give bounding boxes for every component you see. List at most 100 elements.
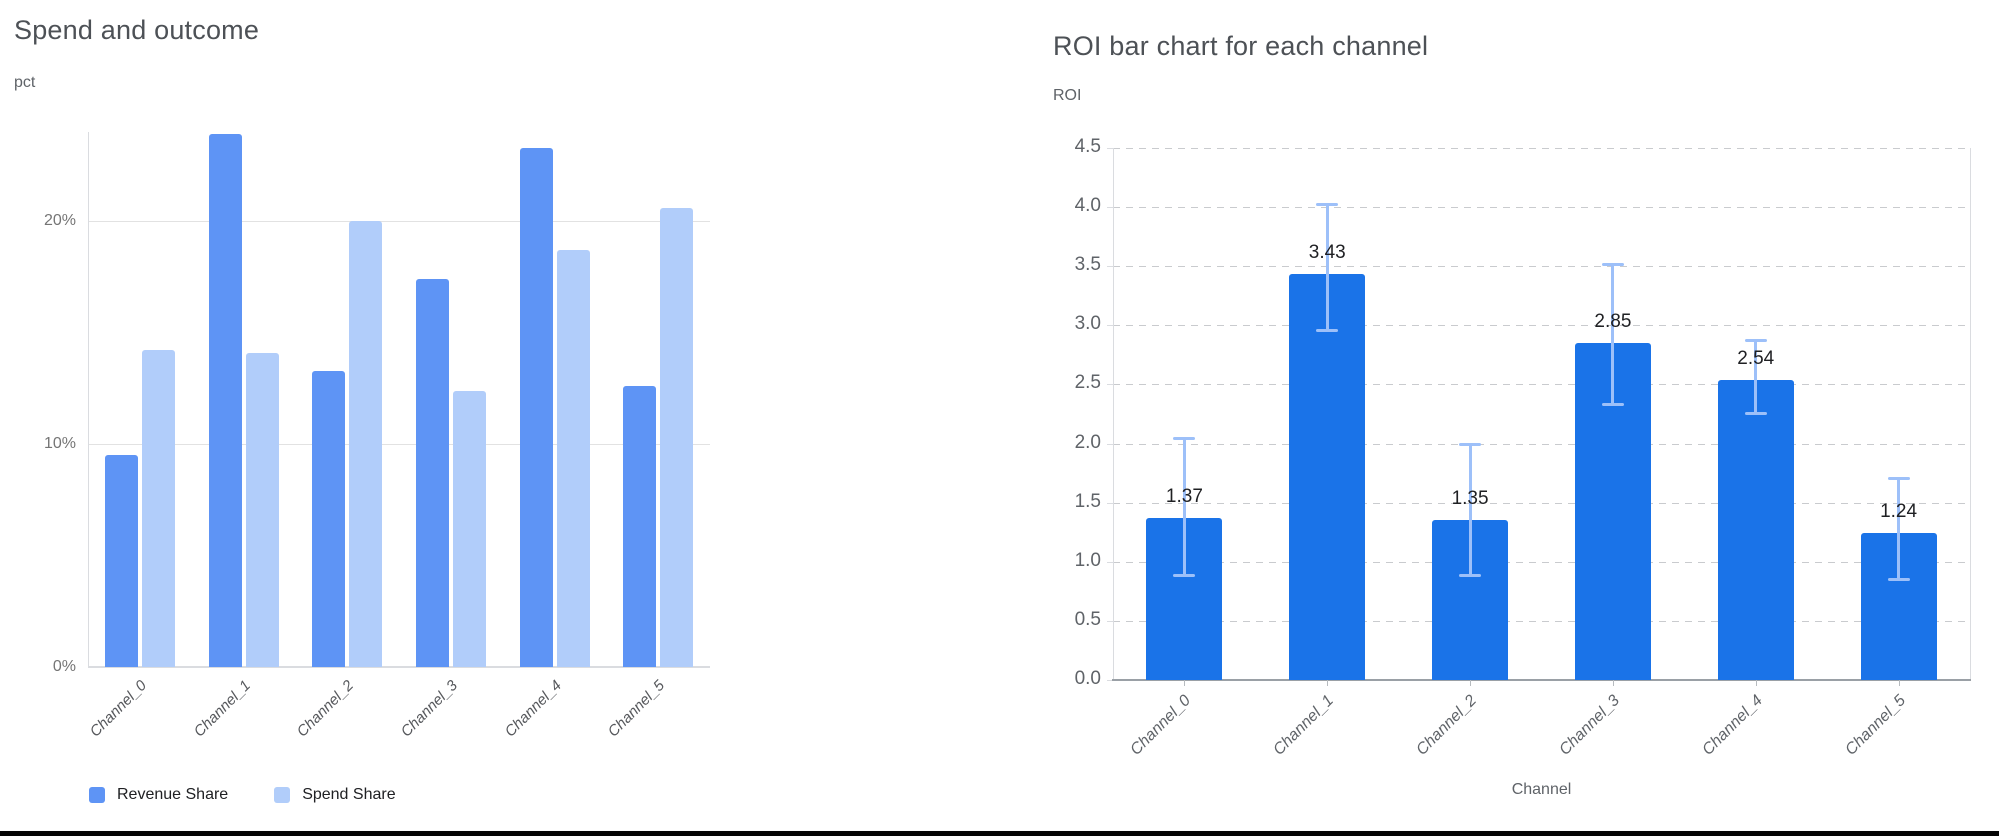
right-y-axis-title: ROI: [1053, 87, 1082, 104]
roi-chart: ROI bar chart for each channel ROI 0.0 0.…: [1040, 0, 1999, 838]
legend-item-revenue-share: Revenue Share: [89, 786, 228, 804]
right-y-tick-label-1.0: 1.0: [1074, 549, 1101, 571]
right-y-tick-label-4.0: 4.0: [1074, 195, 1101, 217]
right-y-tick-mark-1.0: [1107, 561, 1113, 563]
error-bar-bottom-cap-channel_3: [1601, 402, 1624, 406]
right-y-tick-mark-3.5: [1107, 266, 1113, 268]
left-gridline-10%: [88, 444, 710, 446]
roi-value-label-channel_5: 1.24: [1880, 501, 1918, 523]
right-y-tick-mark-4.5: [1107, 148, 1113, 149]
bar-spend-share-channel_0: [141, 350, 175, 667]
error-bar-line-channel_3: [1611, 263, 1615, 405]
bar-revenue-share-channel_2: [312, 370, 346, 667]
right-y-tick-label-0.5: 0.5: [1074, 608, 1101, 630]
revenue-share-swatch: [89, 787, 105, 803]
right-gridline-2.0: [1113, 443, 1970, 445]
error-bar-bottom-cap-channel_0: [1173, 573, 1196, 577]
right-gridline-2.5: [1113, 384, 1970, 386]
right-y-tick-mark-3.0: [1107, 325, 1113, 327]
right-y-tick-mark-2.0: [1107, 443, 1113, 445]
right-x-axis-label-text: Channel_1: [1270, 692, 1338, 759]
right-gridline-1.5: [1113, 502, 1970, 504]
right-x-tick-mark-channel_0: [1184, 680, 1186, 686]
right-x-tick-mark-channel_1: [1327, 680, 1329, 686]
right-y-tick-mark-4.0: [1107, 207, 1113, 209]
error-bar-line-channel_0: [1182, 437, 1186, 576]
left-x-axis-line: [88, 666, 710, 668]
roi-value-label-channel_3: 2.85: [1594, 311, 1632, 333]
revenue-share-legend-label: Revenue Share: [117, 786, 229, 803]
spend-share-legend-label: Spend Share: [302, 786, 396, 803]
right-x-tick-mark-channel_5: [1898, 680, 1900, 686]
right-gridline-1.0: [1113, 561, 1970, 563]
right-x-axis-label-text: Channel_0: [1127, 692, 1195, 759]
right-x-tick-mark-channel_4: [1755, 680, 1757, 686]
roi-value-label-channel_4: 2.54: [1737, 347, 1775, 369]
error-bar-bottom-cap-channel_5: [1887, 577, 1910, 581]
left-y-axis-line: [88, 132, 89, 667]
right-y-tick-label-2.5: 2.5: [1074, 372, 1101, 394]
right-y-axis-line: [1113, 148, 1114, 680]
right-y-tick-label-3.0: 3.0: [1074, 313, 1101, 335]
right-y-tick-label-0.0: 0.0: [1074, 668, 1101, 689]
left-chart-title: Spend and outcome: [14, 15, 260, 45]
bar-spend-share-channel_5: [660, 207, 694, 667]
bottom-divider-rule: [0, 831, 1999, 836]
right-gridline-4.0: [1113, 207, 1970, 209]
right-x-axis-label-text: Channel_2: [1413, 692, 1481, 759]
error-bar-top-cap-channel_3: [1601, 262, 1624, 266]
bar-spend-share-channel_1: [245, 352, 279, 667]
roi-bar-channel_4: [1717, 379, 1794, 680]
roi-value-label-channel_2: 1.35: [1451, 488, 1489, 510]
spend-outcome-chart: Spend and outcome pct 0% 10% 20% Channel_0 C…: [0, 0, 740, 838]
roi-value-label-channel_0: 1.37: [1165, 486, 1203, 508]
right-x-tick-mark-channel_2: [1470, 680, 1472, 686]
roi-value-label-channel_1: 3.43: [1308, 242, 1346, 264]
roi-bar-channel_1: [1289, 274, 1366, 680]
bar-spend-share-channel_4: [556, 250, 590, 667]
bar-revenue-share-channel_5: [623, 386, 657, 667]
right-gridline-0.5: [1113, 620, 1970, 622]
right-x-axis-line: [1112, 679, 1971, 681]
right-y-tick-label-4.5: 4.5: [1074, 136, 1101, 157]
left-chart-legend: Revenue Share Spend Share: [89, 786, 396, 804]
right-x-axis-label-text: Channel_4: [1699, 692, 1766, 759]
error-bar-line-channel_1: [1325, 203, 1329, 332]
error-bar-line-channel_5: [1897, 477, 1901, 580]
bar-revenue-share-channel_1: [208, 134, 242, 667]
right-y-tick-mark-1.5: [1107, 502, 1113, 504]
bar-revenue-share-channel_4: [519, 147, 553, 667]
spend-share-swatch: [274, 787, 291, 803]
right-y-tick-label-1.5: 1.5: [1074, 490, 1101, 512]
right-plot-right-border: [1970, 148, 1971, 680]
right-x-axis-label-text: Channel_5: [1841, 692, 1909, 759]
left-plot-area: 0% 10% 20% Channel_0 Channel_1 Channel_2 Chann…: [0, 0, 740, 838]
bar-revenue-share-channel_3: [415, 279, 449, 667]
right-y-tick-mark-0.5: [1107, 620, 1113, 622]
error-bar-line-channel_2: [1468, 443, 1472, 576]
bar-spend-share-channel_2: [349, 221, 383, 667]
right-x-tick-mark-channel_3: [1612, 680, 1614, 686]
right-gridline-3.5: [1113, 266, 1970, 268]
right-y-tick-label-3.5: 3.5: [1074, 254, 1101, 276]
error-bar-top-cap-channel_1: [1316, 202, 1339, 206]
right-chart-title: ROI bar chart for each channel: [1053, 31, 1429, 61]
right-y-tick-mark-2.5: [1107, 384, 1113, 386]
bar-revenue-share-channel_0: [104, 455, 138, 667]
left-y-tick-label-20%: 20%: [43, 212, 76, 230]
bar-spend-share-channel_3: [452, 390, 486, 667]
right-x-axis-label-text: Channel_3: [1556, 692, 1623, 759]
error-bar-bottom-cap-channel_2: [1459, 573, 1482, 577]
legend-item-spend-share: Spend Share: [274, 786, 396, 804]
left-y-axis-unit-label: pct: [14, 74, 36, 91]
error-bar-top-cap-channel_5: [1887, 476, 1910, 480]
right-y-tick-mark-0.0: [1107, 680, 1113, 681]
right-gridline-4.5: [1113, 148, 1970, 149]
right-y-tick-label-2.0: 2.0: [1074, 431, 1101, 453]
left-y-tick-label-0%: 0%: [52, 658, 76, 675]
right-gridline-3.0: [1113, 325, 1970, 327]
left-gridline-20%: [88, 221, 710, 223]
left-y-tick-label-10%: 10%: [43, 435, 76, 453]
error-bar-bottom-cap-channel_4: [1744, 412, 1767, 415]
